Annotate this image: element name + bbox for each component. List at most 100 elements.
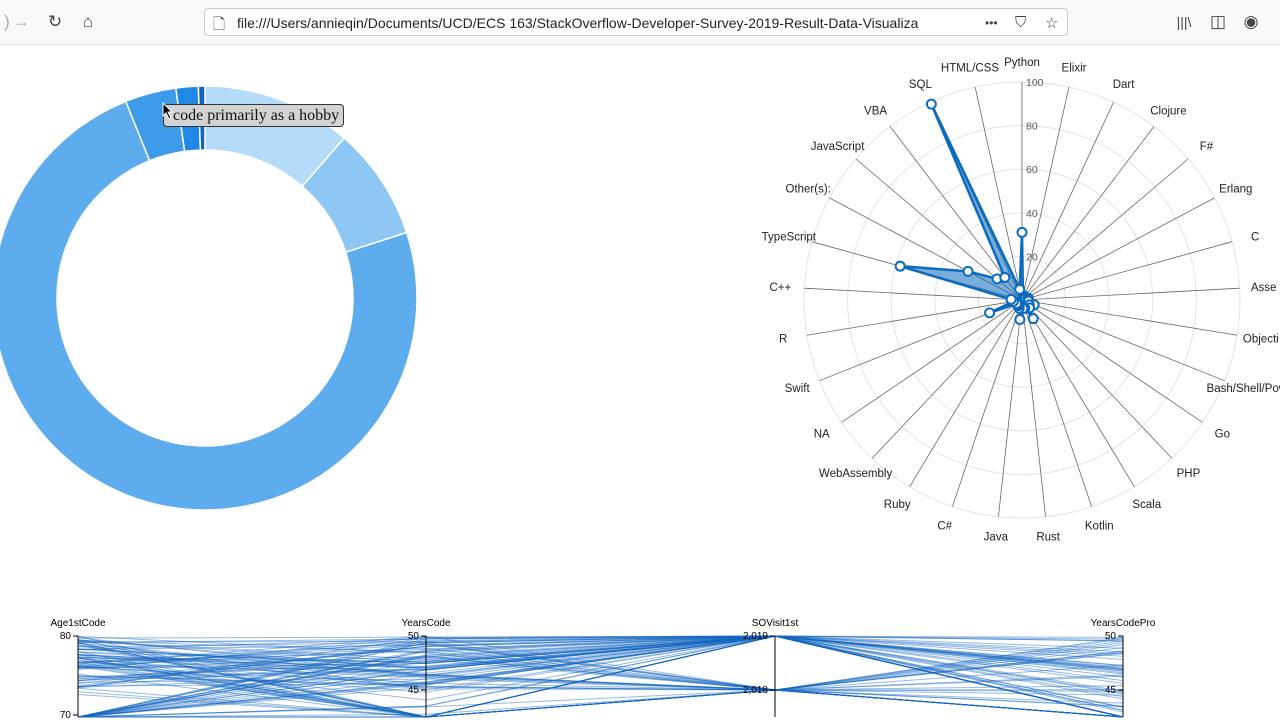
account-icon[interactable]: ◉ bbox=[1243, 12, 1259, 31]
radar-axis-label: Objecti bbox=[1243, 334, 1279, 346]
radar-axis-label: Ruby bbox=[884, 499, 911, 511]
pc-line bbox=[77, 635, 1124, 718]
browser-toolbar: ) → ↻ ⌂ 🗋 file:///Users/annieqin/Documen… bbox=[0, 0, 1280, 45]
radar-axis-label: Other(s): bbox=[786, 184, 831, 196]
pc-line bbox=[77, 635, 1124, 718]
pc-line bbox=[77, 635, 1124, 718]
pc-line bbox=[77, 635, 1124, 681]
pc-line bbox=[77, 635, 1124, 718]
more-icon[interactable]: ••• bbox=[985, 16, 998, 30]
radar-axis bbox=[1021, 241, 1233, 301]
radar-tick-label: 20 bbox=[1026, 251, 1038, 263]
radar-axis-label: Erlang bbox=[1219, 184, 1252, 196]
pc-line bbox=[77, 643, 1124, 707]
url-text: file:///Users/annieqin/Documents/UCD/ECS… bbox=[237, 15, 919, 31]
visualization-canvas: Python Elixir Dart Clojure F# Erlang C Asse Obje… bbox=[0, 57, 1280, 720]
pc-line bbox=[77, 635, 1124, 718]
radar-axis-label: NA bbox=[814, 429, 830, 441]
radar-axis bbox=[1021, 299, 1238, 336]
pc-line bbox=[77, 635, 1124, 694]
radar-area bbox=[898, 102, 1036, 321]
radar-axis bbox=[1021, 299, 1046, 517]
pc-line bbox=[77, 635, 1124, 718]
home-icon[interactable]: ⌂ bbox=[82, 12, 94, 31]
pc-line bbox=[77, 635, 1124, 718]
radar-axis-label: Rust bbox=[1036, 532, 1060, 544]
radar-axis-label: Elixir bbox=[1062, 63, 1087, 75]
pc-line bbox=[77, 635, 1124, 698]
page-icon: 🗋 bbox=[213, 16, 226, 33]
pc-line bbox=[77, 635, 1124, 718]
radar-axis bbox=[1021, 158, 1189, 301]
pc-line bbox=[77, 635, 1124, 718]
pc-line bbox=[77, 640, 1124, 718]
pc-line bbox=[77, 635, 1124, 672]
pc-line bbox=[77, 635, 1124, 688]
pc-line bbox=[77, 656, 1124, 718]
back-arrow-icon[interactable]: ) bbox=[4, 12, 10, 31]
pc-line bbox=[77, 665, 1124, 718]
radar-axis-label: C# bbox=[937, 521, 952, 533]
radar-axis bbox=[1021, 287, 1240, 301]
radar-axis bbox=[974, 87, 1023, 301]
pc-line bbox=[77, 635, 1124, 718]
pc-line bbox=[77, 635, 1124, 674]
pc-line bbox=[77, 656, 1124, 718]
pc-line bbox=[77, 689, 1124, 718]
pc-line bbox=[77, 635, 1124, 708]
pc-line bbox=[77, 635, 1124, 718]
pc-line bbox=[77, 650, 1124, 718]
radar-point bbox=[984, 307, 996, 319]
pc-line bbox=[77, 635, 1124, 718]
forward-arrow-icon[interactable]: → bbox=[12, 12, 30, 31]
pc-line bbox=[77, 638, 1124, 691]
radar-axis-label: R bbox=[779, 334, 787, 346]
pc-line bbox=[77, 635, 1124, 718]
radar-axis-label: Python bbox=[1004, 57, 1040, 69]
star-icon[interactable]: ☆ bbox=[1045, 15, 1059, 32]
pc-line bbox=[77, 635, 1124, 718]
pc-axis-title: SOVisit1st bbox=[752, 618, 799, 629]
url-bar[interactable]: 🗋 file:///Users/annieqin/Documents/UCD/E… bbox=[204, 8, 1068, 36]
pc-line bbox=[77, 673, 1124, 718]
pc-line bbox=[77, 640, 1124, 691]
radar-axis-label: Dart bbox=[1113, 79, 1136, 91]
radar-point bbox=[962, 265, 974, 277]
radar-tick-label: 80 bbox=[1026, 121, 1038, 133]
pc-line bbox=[77, 635, 1124, 691]
pc-line bbox=[77, 635, 1124, 718]
tooltip: code primarily as a hobby bbox=[163, 104, 345, 127]
radar-axis-label: Java bbox=[984, 532, 1009, 544]
pc-axis-title: YearsCode bbox=[401, 618, 451, 629]
pc-tick-label: 45 bbox=[1105, 685, 1117, 696]
pc-line bbox=[77, 661, 1124, 718]
radar-axis bbox=[1021, 299, 1225, 382]
pc-line bbox=[77, 635, 1124, 718]
radar-axis bbox=[806, 299, 1023, 336]
pc-line bbox=[77, 635, 1124, 665]
pc-line bbox=[77, 651, 1124, 718]
radar-axis bbox=[909, 299, 1023, 488]
pc-line bbox=[77, 635, 1124, 718]
radar-axis-label: Kotlin bbox=[1085, 521, 1114, 533]
pc-line bbox=[77, 635, 1124, 691]
pc-line bbox=[77, 675, 1124, 691]
radar-axis-label: VBA bbox=[864, 106, 887, 118]
pc-line bbox=[77, 635, 1124, 718]
pc-line bbox=[77, 644, 1124, 718]
radar-axis bbox=[1021, 101, 1114, 301]
reload-icon[interactable]: ↻ bbox=[47, 12, 63, 31]
radar-axis bbox=[871, 299, 1023, 459]
pocket-icon[interactable]: ⛉ bbox=[1015, 14, 1027, 31]
pc-line bbox=[77, 635, 1124, 718]
radar-axis bbox=[1021, 299, 1092, 507]
library-icon[interactable]: |||\ bbox=[1176, 14, 1192, 30]
pc-line bbox=[77, 682, 1124, 718]
pc-tick-label: 45 bbox=[408, 685, 420, 696]
page-content: Python Elixir Dart Clojure F# Erlang C Asse Obje… bbox=[0, 45, 1280, 720]
pc-line bbox=[77, 655, 1124, 718]
pc-line bbox=[78, 644, 1124, 718]
sidebar-icon[interactable]: ◫ bbox=[1209, 12, 1227, 31]
mouse-cursor-icon bbox=[162, 102, 174, 120]
pc-tick-label: 50 bbox=[408, 631, 420, 642]
